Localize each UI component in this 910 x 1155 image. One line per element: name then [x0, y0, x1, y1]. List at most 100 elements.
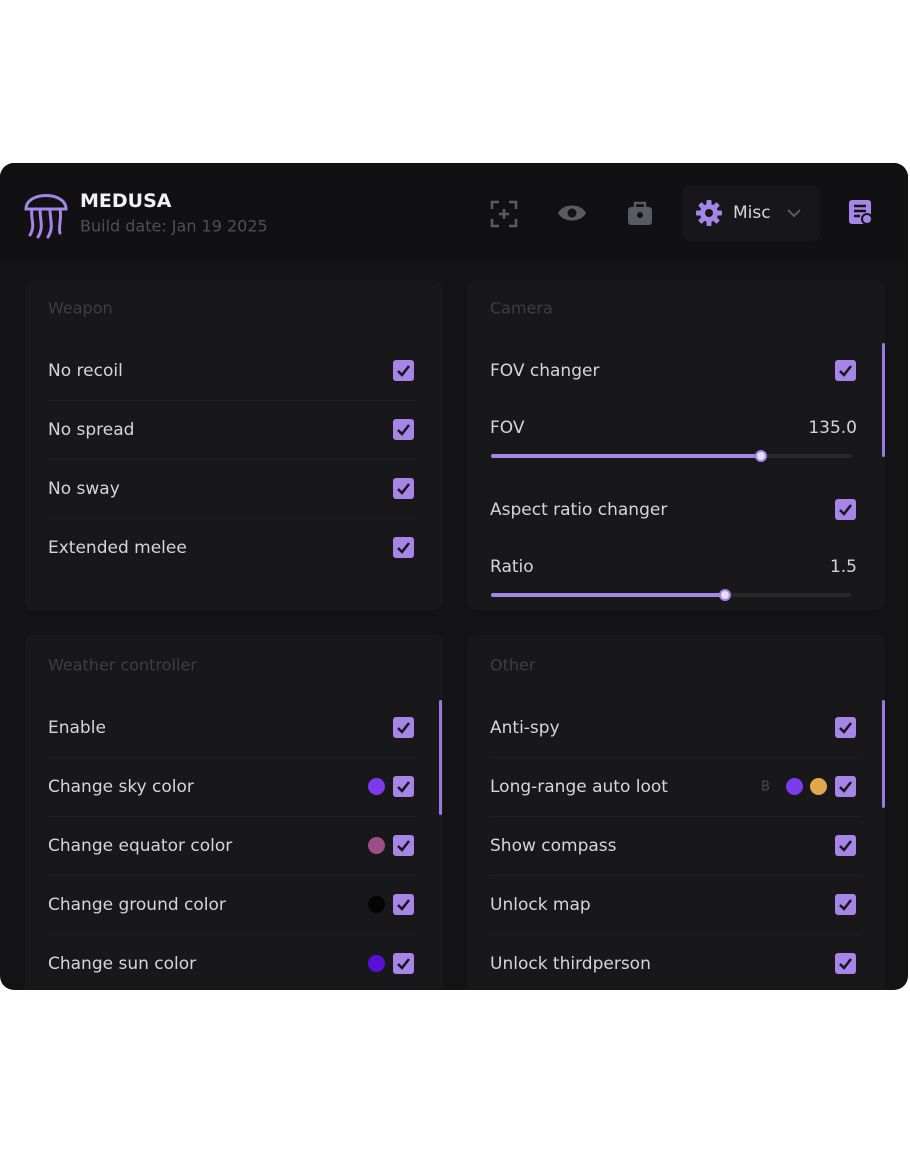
check-mark	[397, 958, 410, 970]
row-separator	[47, 518, 417, 519]
check-mark	[839, 722, 852, 734]
row-label: FOV changer	[490, 361, 600, 381]
check-mark	[839, 840, 852, 852]
check-mark	[839, 365, 852, 377]
row-label: Show compass	[490, 836, 617, 856]
checkbox[interactable]	[393, 537, 414, 558]
checkbox[interactable]	[835, 499, 856, 520]
menu-window: MEDUSA Build date: Jan 19 2025 Misc Weap…	[0, 163, 908, 990]
scrollbar	[882, 700, 885, 808]
logo	[24, 194, 68, 239]
checkbox[interactable]	[393, 894, 414, 915]
card-title: Other	[490, 655, 536, 675]
settings-card: Camera FOV changer FOV 135.0 Aspect ratio ch…	[467, 280, 885, 610]
checkbox[interactable]	[393, 776, 414, 797]
row-label: Change sun color	[48, 954, 197, 974]
header: MEDUSA Build date: Jan 19 2025 Misc	[0, 163, 908, 263]
card-title: Camera	[490, 298, 553, 318]
check-mark	[839, 958, 852, 970]
checkbox[interactable]	[835, 717, 856, 738]
check-mark	[397, 542, 410, 554]
slider[interactable]	[491, 450, 851, 462]
slider[interactable]	[491, 589, 851, 601]
row-label: Unlock thirdperson	[490, 954, 651, 974]
row-separator	[489, 816, 859, 817]
check-mark	[397, 365, 410, 377]
checkbox[interactable]	[835, 894, 856, 915]
slider-knob[interactable]	[755, 450, 767, 462]
check-mark	[839, 781, 852, 793]
color-swatch[interactable]	[786, 778, 803, 795]
checkbox[interactable]	[393, 835, 414, 856]
row-label: Aspect ratio changer	[490, 500, 668, 520]
row-separator	[47, 816, 417, 817]
check-mark	[397, 840, 410, 852]
checkbox[interactable]	[393, 953, 414, 974]
items-tab[interactable]	[626, 199, 654, 227]
slider-fill	[491, 593, 725, 597]
row-separator	[489, 875, 859, 876]
row-label: FOV	[490, 418, 525, 438]
slider-knob[interactable]	[719, 589, 731, 601]
row-label: Extended melee	[48, 538, 187, 558]
card-title: Weather controller	[48, 655, 197, 675]
card-title: Weapon	[48, 298, 113, 318]
row-label: Change sky color	[48, 777, 194, 797]
tab-label: Misc	[733, 203, 771, 223]
row-label: Anti-spy	[490, 718, 560, 738]
check-mark	[397, 424, 410, 436]
row-separator	[489, 757, 859, 758]
check-mark	[397, 722, 410, 734]
aim-tab[interactable]	[490, 200, 518, 228]
app-title: MEDUSA	[80, 190, 172, 212]
checkbox[interactable]	[393, 360, 414, 381]
build-date: Build date: Jan 19 2025	[80, 216, 268, 236]
row-label: No sway	[48, 479, 120, 499]
row-label: No spread	[48, 420, 135, 440]
color-swatch[interactable]	[368, 896, 385, 913]
color-swatch[interactable]	[368, 955, 385, 972]
checkbox[interactable]	[835, 953, 856, 974]
row-label: No recoil	[48, 361, 123, 381]
misc-tab[interactable]: Misc	[682, 185, 820, 241]
row-separator	[47, 934, 417, 935]
settings-card: Other Anti-spy Long-range auto loot B Show c…	[467, 635, 885, 990]
row-separator	[47, 757, 417, 758]
scrollbar	[882, 343, 885, 457]
checkbox[interactable]	[835, 835, 856, 856]
row-separator	[47, 400, 417, 401]
checkbox[interactable]	[393, 478, 414, 499]
check-mark	[839, 899, 852, 911]
check-mark	[839, 504, 852, 516]
row-label: Enable	[48, 718, 106, 738]
slider-fill	[491, 454, 761, 458]
settings-card: Weapon No recoil No spread No sway Extended …	[25, 280, 443, 610]
settings-card: Weather controller Enable Change sky color…	[25, 635, 443, 990]
check-mark	[397, 781, 410, 793]
row-label: Unlock map	[490, 895, 591, 915]
color-swatch[interactable]	[368, 778, 385, 795]
row-label: Change ground color	[48, 895, 226, 915]
slider-value: 135.0	[808, 418, 857, 438]
row-label: Long-range auto loot	[490, 777, 668, 797]
checkbox[interactable]	[835, 360, 856, 381]
check-mark	[397, 483, 410, 495]
checkbox[interactable]	[835, 776, 856, 797]
keybind[interactable]: B	[761, 779, 770, 795]
row-separator	[47, 459, 417, 460]
gear-icon	[696, 200, 722, 226]
color-swatch[interactable]	[810, 778, 827, 795]
row-label: Ratio	[490, 557, 534, 577]
checkbox[interactable]	[393, 419, 414, 440]
slider-value: 1.5	[829, 557, 857, 577]
scrollbar	[439, 700, 442, 815]
row-separator	[47, 875, 417, 876]
config-button[interactable]	[846, 198, 874, 226]
row-label: Change equator color	[48, 836, 233, 856]
visuals-tab[interactable]	[557, 201, 587, 225]
check-mark	[397, 899, 410, 911]
checkbox[interactable]	[393, 717, 414, 738]
row-separator	[489, 934, 859, 935]
color-swatch[interactable]	[368, 837, 385, 854]
